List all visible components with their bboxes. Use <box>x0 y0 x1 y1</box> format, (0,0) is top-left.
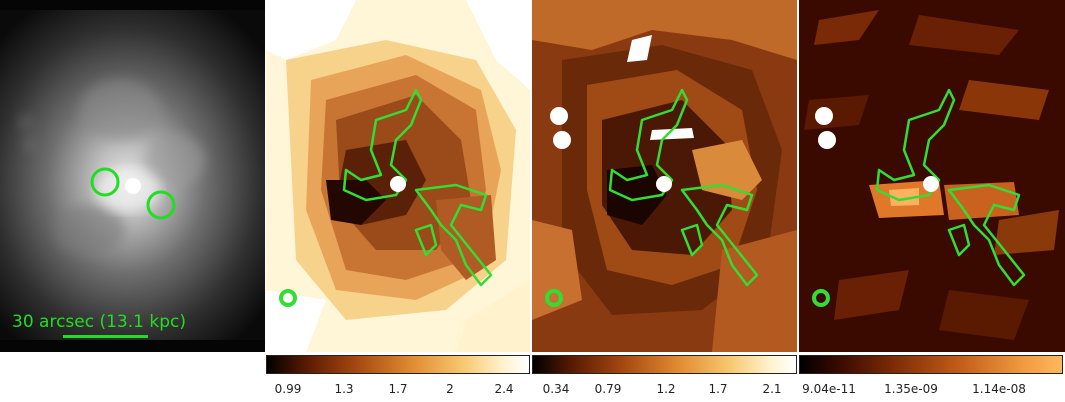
psf-ring <box>545 289 563 307</box>
heat-map-panel-2 <box>532 0 797 352</box>
tick-label: 1.14e-08 <box>972 382 1026 396</box>
point-source-marker-1 <box>815 107 833 125</box>
xray-image-panel: 30 arcsec (13.1 kpc) <box>0 0 265 352</box>
core-point-marker <box>656 176 672 192</box>
core-point-marker <box>125 178 141 194</box>
tick-label: 2 <box>446 382 454 396</box>
scale-bar <box>63 335 148 338</box>
psf-ring <box>812 289 830 307</box>
colorbar-1 <box>266 355 530 374</box>
scale-bar-label: 30 arcsec (13.1 kpc) <box>12 312 186 332</box>
point-source-marker-2 <box>553 131 571 149</box>
tick-label: 1.3 <box>334 382 354 396</box>
tick-label: 1.35e-09 <box>884 382 938 396</box>
psf-ring <box>279 289 297 307</box>
tick-label: 0.99 <box>274 382 302 396</box>
tick-label: 2.1 <box>762 382 782 396</box>
tick-label: 0.34 <box>542 382 570 396</box>
tick-label: 9.04e-11 <box>802 382 856 396</box>
heat-map-panel-1 <box>266 0 530 352</box>
point-source-marker-2 <box>818 131 836 149</box>
cavity-circle-right <box>146 190 176 220</box>
core-point-marker <box>390 176 406 192</box>
colorbar-3 <box>799 355 1063 374</box>
core-point-marker <box>923 176 939 192</box>
cavity-circle-left <box>90 167 120 197</box>
point-source-marker-1 <box>550 107 568 125</box>
tick-label: 1.7 <box>708 382 728 396</box>
colorbar-2 <box>532 355 797 374</box>
tick-label: 1.7 <box>388 382 408 396</box>
tick-label: 2.4 <box>494 382 514 396</box>
tick-label: 0.79 <box>594 382 622 396</box>
heat-map-panel-3 <box>799 0 1065 352</box>
tick-label: 1.2 <box>656 382 676 396</box>
